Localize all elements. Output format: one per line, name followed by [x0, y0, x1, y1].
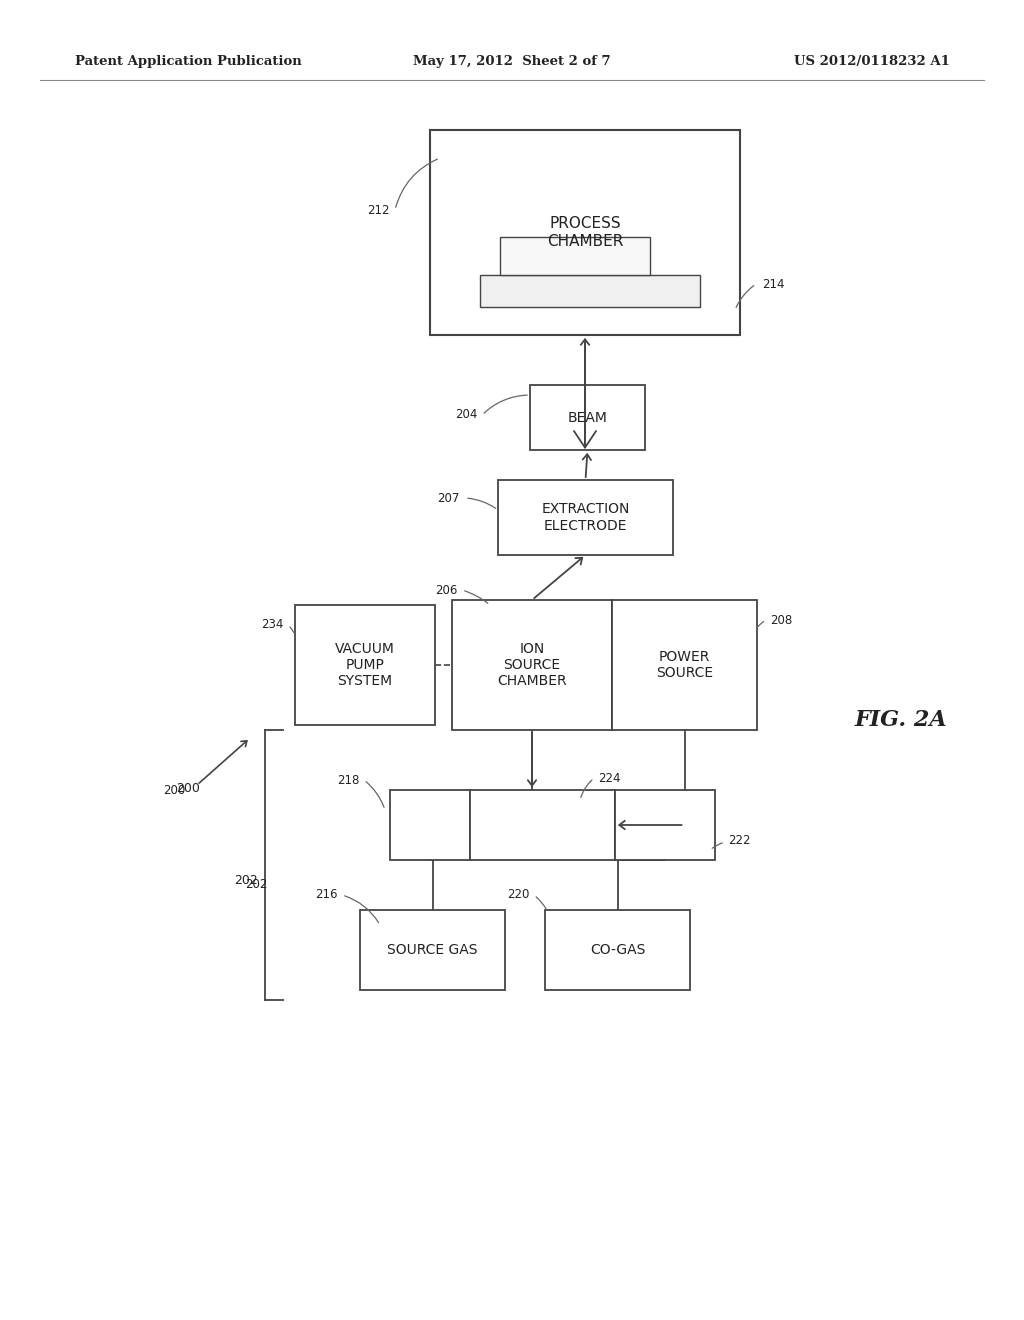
- Bar: [615, 789, 715, 861]
- Bar: [452, 601, 612, 730]
- Bar: [360, 909, 505, 990]
- Bar: [498, 480, 673, 554]
- Text: 216: 216: [315, 888, 338, 902]
- Text: CO-GAS: CO-GAS: [590, 942, 645, 957]
- Bar: [430, 129, 740, 335]
- Bar: [480, 275, 700, 308]
- Text: 204: 204: [456, 408, 478, 421]
- Text: 202: 202: [234, 874, 258, 887]
- Text: SOURCE GAS: SOURCE GAS: [387, 942, 478, 957]
- Bar: [470, 789, 615, 861]
- Text: POWER
SOURCE: POWER SOURCE: [656, 649, 713, 680]
- Text: 202: 202: [246, 879, 268, 891]
- Bar: [612, 601, 757, 730]
- Text: 234: 234: [261, 619, 284, 631]
- Text: 222: 222: [728, 833, 751, 846]
- Bar: [390, 789, 470, 861]
- Text: Patent Application Publication: Patent Application Publication: [75, 55, 302, 69]
- Text: 224: 224: [598, 771, 621, 784]
- Bar: [295, 605, 435, 725]
- Bar: [545, 909, 690, 990]
- Text: EXTRACTION
ELECTRODE: EXTRACTION ELECTRODE: [542, 503, 630, 532]
- Text: 200: 200: [176, 781, 200, 795]
- Text: VACUUM
PUMP
SYSTEM: VACUUM PUMP SYSTEM: [335, 642, 395, 688]
- Bar: [500, 238, 650, 275]
- Text: 200: 200: [163, 784, 185, 796]
- Text: 214: 214: [762, 277, 784, 290]
- Text: PROCESS
CHAMBER: PROCESS CHAMBER: [547, 216, 624, 248]
- Text: May 17, 2012  Sheet 2 of 7: May 17, 2012 Sheet 2 of 7: [414, 55, 610, 69]
- Text: 218: 218: [338, 774, 360, 787]
- Text: US 2012/0118232 A1: US 2012/0118232 A1: [795, 55, 950, 69]
- Text: 220: 220: [508, 888, 530, 902]
- Text: 208: 208: [770, 614, 793, 627]
- Bar: [530, 385, 645, 450]
- Text: BEAM: BEAM: [567, 411, 607, 425]
- Text: FIG. 2A: FIG. 2A: [855, 709, 947, 731]
- Text: 212: 212: [368, 203, 390, 216]
- Text: ION
SOURCE
CHAMBER: ION SOURCE CHAMBER: [498, 642, 567, 688]
- Text: 206: 206: [435, 583, 458, 597]
- Text: 207: 207: [437, 491, 460, 504]
